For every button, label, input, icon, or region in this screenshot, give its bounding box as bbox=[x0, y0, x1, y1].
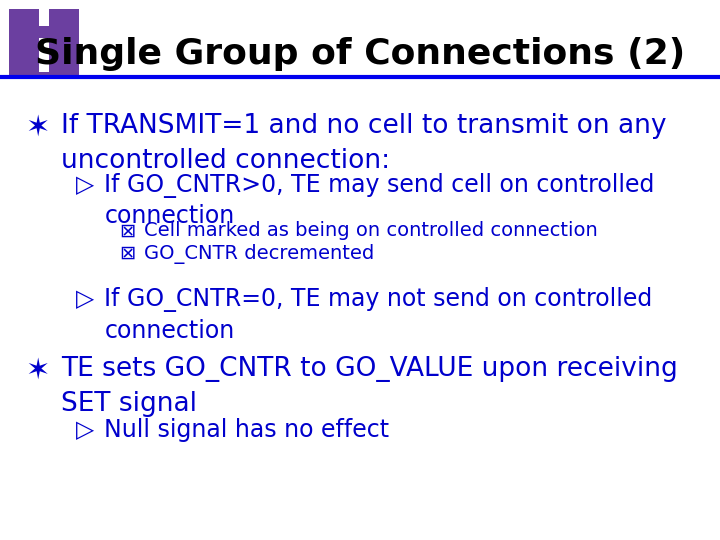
Text: Cell marked as being on controlled connection: Cell marked as being on controlled conne… bbox=[144, 221, 598, 240]
Text: uncontrolled connection:: uncontrolled connection: bbox=[61, 148, 390, 174]
Bar bbox=[9, 26, 79, 38]
Bar bbox=[9, 57, 39, 78]
Text: ▷: ▷ bbox=[76, 418, 94, 442]
Text: If GO_CNTR>0, TE may send cell on controlled: If GO_CNTR>0, TE may send cell on contro… bbox=[104, 173, 654, 198]
Text: ▷: ▷ bbox=[76, 287, 94, 311]
Text: Null signal has no effect: Null signal has no effect bbox=[104, 418, 390, 442]
Text: GO_CNTR decremented: GO_CNTR decremented bbox=[144, 244, 374, 264]
Text: If GO_CNTR=0, TE may not send on controlled: If GO_CNTR=0, TE may not send on control… bbox=[104, 287, 652, 312]
Text: connection: connection bbox=[104, 319, 235, 342]
Text: Single Group of Connections (2): Single Group of Connections (2) bbox=[35, 37, 685, 71]
Text: ✶: ✶ bbox=[25, 113, 50, 141]
Bar bbox=[49, 9, 79, 57]
Bar bbox=[49, 57, 79, 78]
Text: SET signal: SET signal bbox=[61, 392, 197, 417]
Bar bbox=[9, 72, 79, 78]
Text: If TRANSMIT=1 and no cell to transmit on any: If TRANSMIT=1 and no cell to transmit on… bbox=[61, 113, 667, 139]
Bar bbox=[9, 9, 39, 57]
Text: ⊠: ⊠ bbox=[119, 221, 135, 240]
Text: ✶: ✶ bbox=[25, 356, 50, 384]
Text: TE sets GO_CNTR to GO_VALUE upon receiving: TE sets GO_CNTR to GO_VALUE upon receivi… bbox=[61, 356, 678, 382]
Text: ▷: ▷ bbox=[76, 173, 94, 197]
Text: connection: connection bbox=[104, 204, 235, 228]
Text: ⊠: ⊠ bbox=[119, 244, 135, 263]
